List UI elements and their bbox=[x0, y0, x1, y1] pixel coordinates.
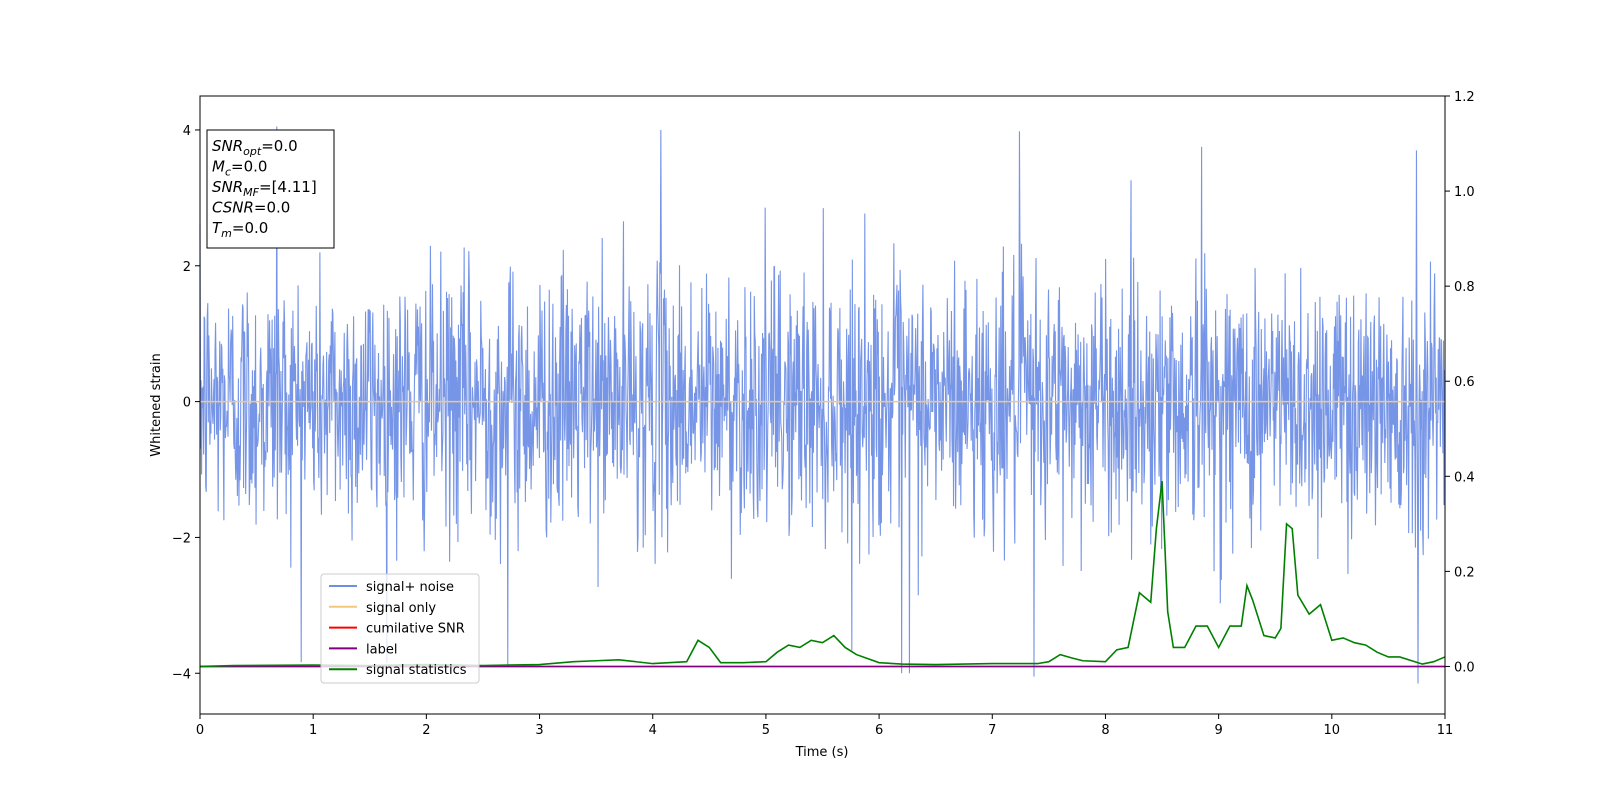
y-right-tick-label: 0.8 bbox=[1454, 280, 1475, 295]
info-textbox-frame bbox=[206, 129, 335, 249]
x-axis: 0 1 2 3 4 5 6 7 8 9 10 11 bbox=[196, 714, 1453, 738]
legend-label: cumilative SNR bbox=[366, 622, 465, 637]
y-axis-label: Whitened strain bbox=[149, 353, 164, 456]
info-text-line: SNRMF=[4.11] bbox=[212, 178, 317, 199]
x-axis-label: Time (s) bbox=[795, 745, 849, 760]
signal-plus-noise-series bbox=[199, 126, 1446, 684]
legend-label: signal statistics bbox=[366, 663, 467, 678]
info-text-line: SNRopt=0.0 bbox=[212, 137, 298, 158]
legend-label: label bbox=[366, 642, 397, 657]
x-tick-label: 8 bbox=[1101, 723, 1109, 738]
x-tick-label: 1 bbox=[309, 723, 317, 738]
legend: signal+ noise signal only cumilative SNR la… bbox=[320, 573, 480, 684]
plot-frame bbox=[199, 95, 1446, 715]
signal-statistics-line bbox=[199, 480, 1446, 668]
x-tick-label: 3 bbox=[535, 723, 543, 738]
x-tick-label: 6 bbox=[875, 723, 883, 738]
y-right-tick-label: 0.6 bbox=[1454, 375, 1475, 390]
y-right-tick-label: 0.0 bbox=[1454, 660, 1475, 675]
legend-label: signal only bbox=[366, 601, 436, 616]
x-tick-label: 5 bbox=[762, 723, 770, 738]
y-left-tick-label: 4 bbox=[183, 124, 191, 139]
legend-label: signal+ noise bbox=[366, 580, 454, 595]
y-left-tick-label: −4 bbox=[172, 667, 191, 682]
x-tick-label: 11 bbox=[1437, 723, 1454, 738]
x-tick-label: 2 bbox=[422, 723, 430, 738]
info-text-line: CSNR=0.0 bbox=[212, 199, 290, 217]
y-right-tick-label: 1.2 bbox=[1454, 90, 1475, 105]
x-tick-label: 9 bbox=[1214, 723, 1222, 738]
x-tick-label: 10 bbox=[1324, 723, 1341, 738]
y-left-tick-label: −2 bbox=[172, 531, 191, 546]
y-left-tick-label: 2 bbox=[183, 260, 191, 275]
info-text-line: Mc=0.0 bbox=[212, 158, 267, 179]
signal-plus-noise-line bbox=[199, 126, 1446, 684]
y-left-tick-label: 0 bbox=[183, 396, 191, 411]
info-text-line: Tm=0.0 bbox=[212, 219, 268, 240]
x-tick-label: 4 bbox=[649, 723, 657, 738]
x-tick-label: 7 bbox=[988, 723, 996, 738]
legend-frame bbox=[320, 573, 480, 684]
y-axis-left: 4 2 0 −2 −4 bbox=[172, 124, 200, 682]
x-tick-label: 0 bbox=[196, 723, 204, 738]
y-right-tick-label: 0.4 bbox=[1454, 470, 1475, 485]
y-right-tick-label: 0.2 bbox=[1454, 565, 1475, 580]
y-right-tick-label: 1.0 bbox=[1454, 185, 1475, 200]
y-axis-right: 1.2 1.0 0.8 0.6 0.4 0.2 0.0 bbox=[1445, 90, 1475, 675]
